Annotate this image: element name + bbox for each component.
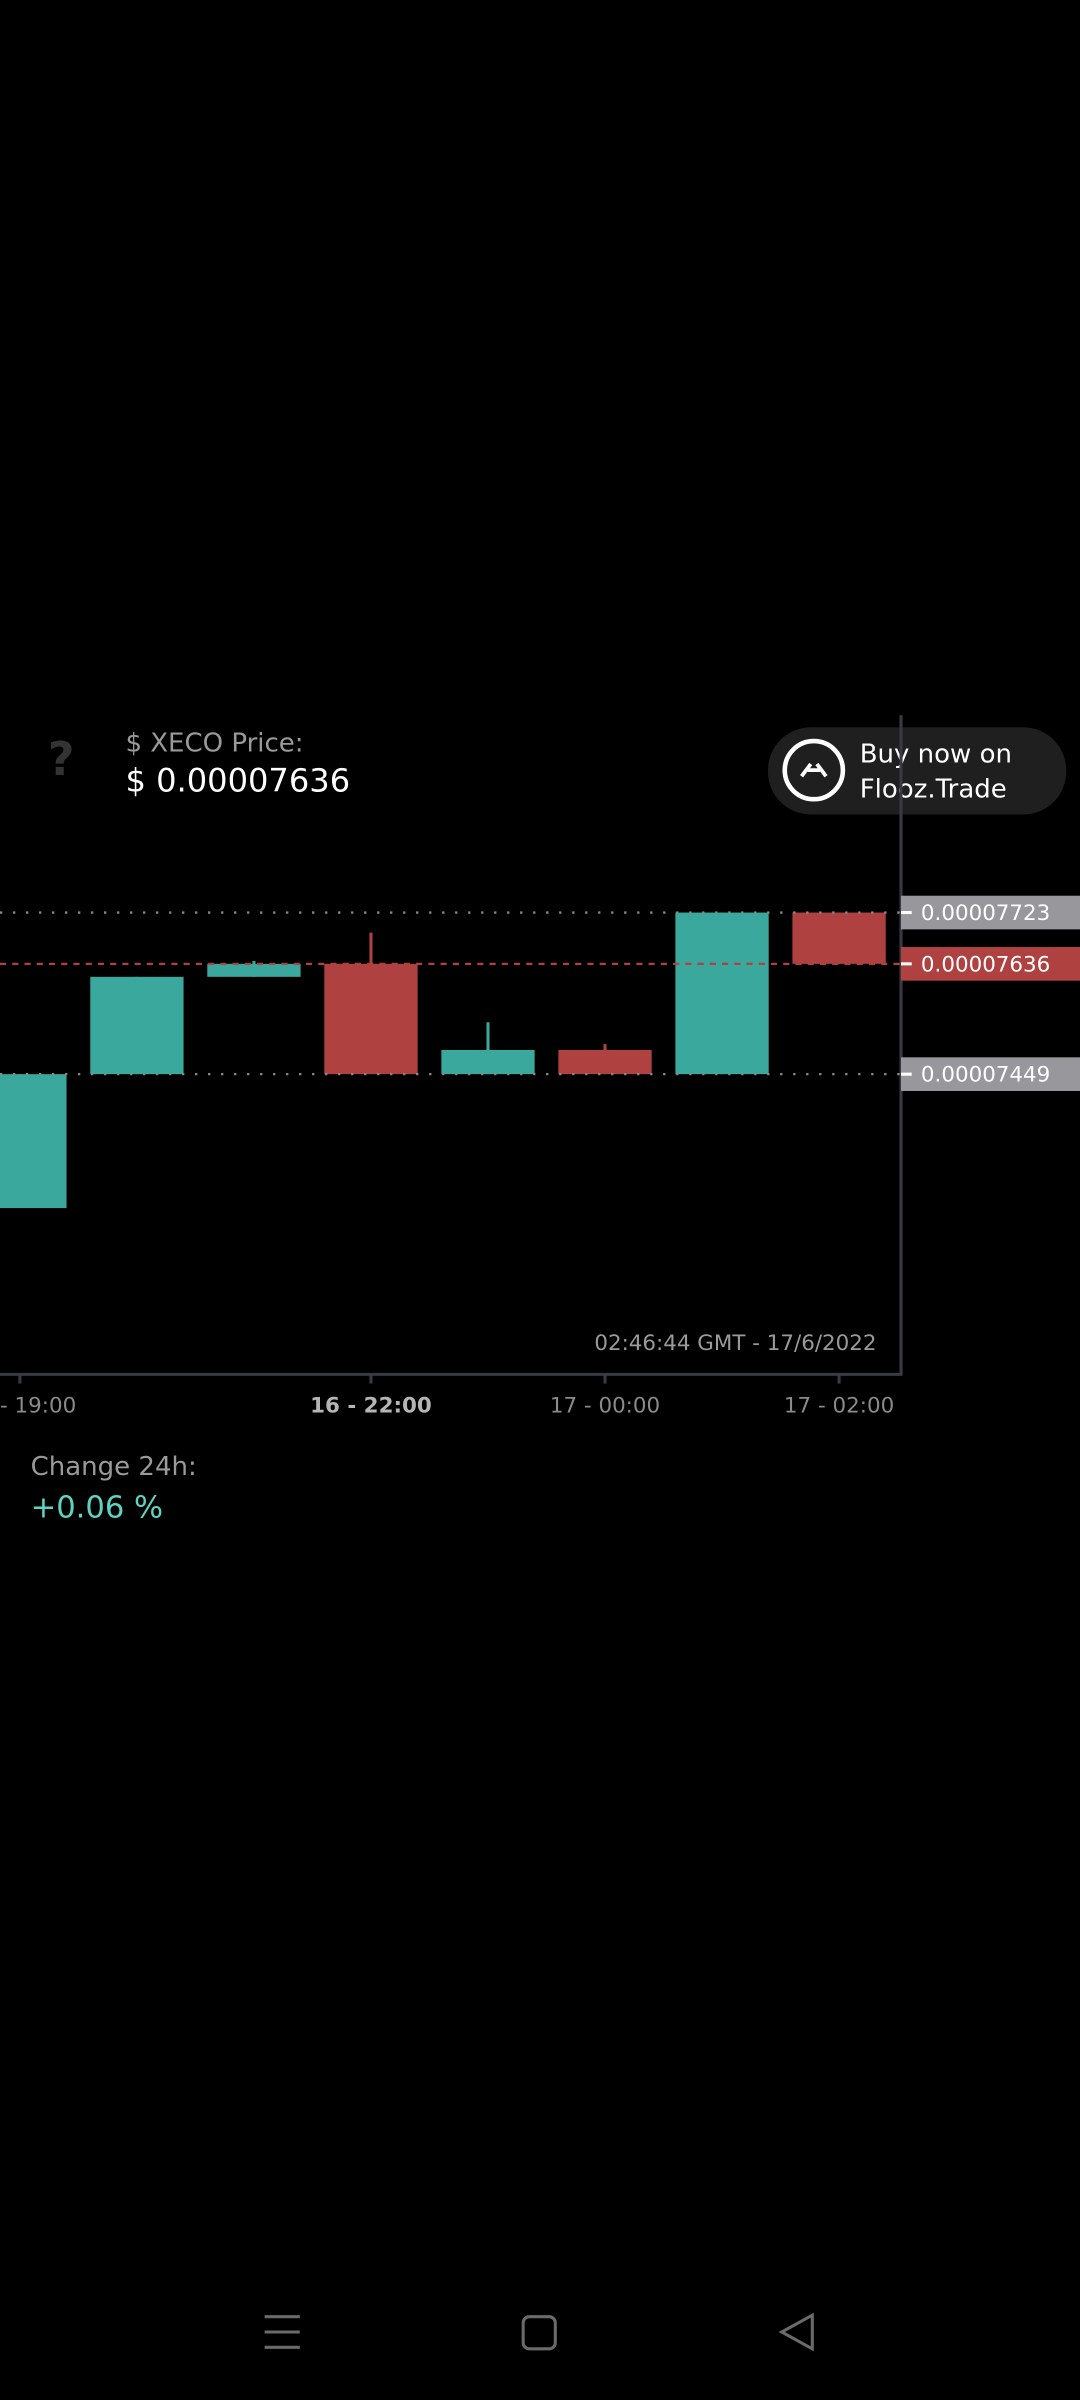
price-label: $ XECO Price:: [125, 729, 303, 759]
x-tick-label: 16 - 22:00: [310, 1394, 432, 1419]
candle-body: [90, 976, 184, 1075]
price-tag: [901, 1057, 1080, 1091]
candle-body: [792, 912, 886, 964]
x-tick-label: 17 - 00:00: [550, 1394, 660, 1419]
x-tick-label: - 19:00: [0, 1394, 76, 1419]
price-value: $ 0.00007636: [125, 761, 350, 799]
help-icon[interactable]: ?: [48, 732, 75, 786]
candle-body: [324, 963, 418, 1075]
change-value: +0.06 %: [31, 1491, 163, 1526]
button-text: Flooz.Trade: [860, 775, 1007, 805]
change-label: Change 24h:: [31, 1452, 197, 1482]
x-tick-label: 17 - 02:00: [784, 1394, 894, 1419]
last-price-tag: [901, 947, 1080, 981]
candle-body: [0, 1074, 67, 1209]
timestamp: 02:46:44 GMT - 17/6/2022: [594, 1331, 876, 1356]
candle-body: [675, 912, 769, 1075]
y-tick-label: 0.00007449: [921, 1063, 1050, 1088]
price-tag: [901, 895, 1080, 930]
button-background: [767, 727, 1067, 815]
candlestick-chart: 0.00007449 0.00007723 0.00007636 - 19:00 16 …: [0, 895, 1080, 1419]
button-text: Buy now on: [860, 739, 1012, 769]
nav-home[interactable]: [521, 2315, 557, 2351]
nav-back[interactable]: [778, 2312, 814, 2352]
buy-button[interactable]: Buy now on Flooz.Trade: [767, 727, 1067, 815]
y-tick-label: 0.00007723: [921, 901, 1050, 926]
logo-symbol: [800, 762, 828, 778]
candle-body: [558, 1049, 652, 1075]
navigation-bar: [264, 2312, 814, 2352]
candle-body: [207, 963, 301, 977]
nav-menu[interactable]: [264, 2315, 300, 2349]
flooz-logo: [782, 738, 846, 802]
last-price-label: 0.00007636: [921, 952, 1050, 977]
candle-body: [441, 1049, 535, 1075]
